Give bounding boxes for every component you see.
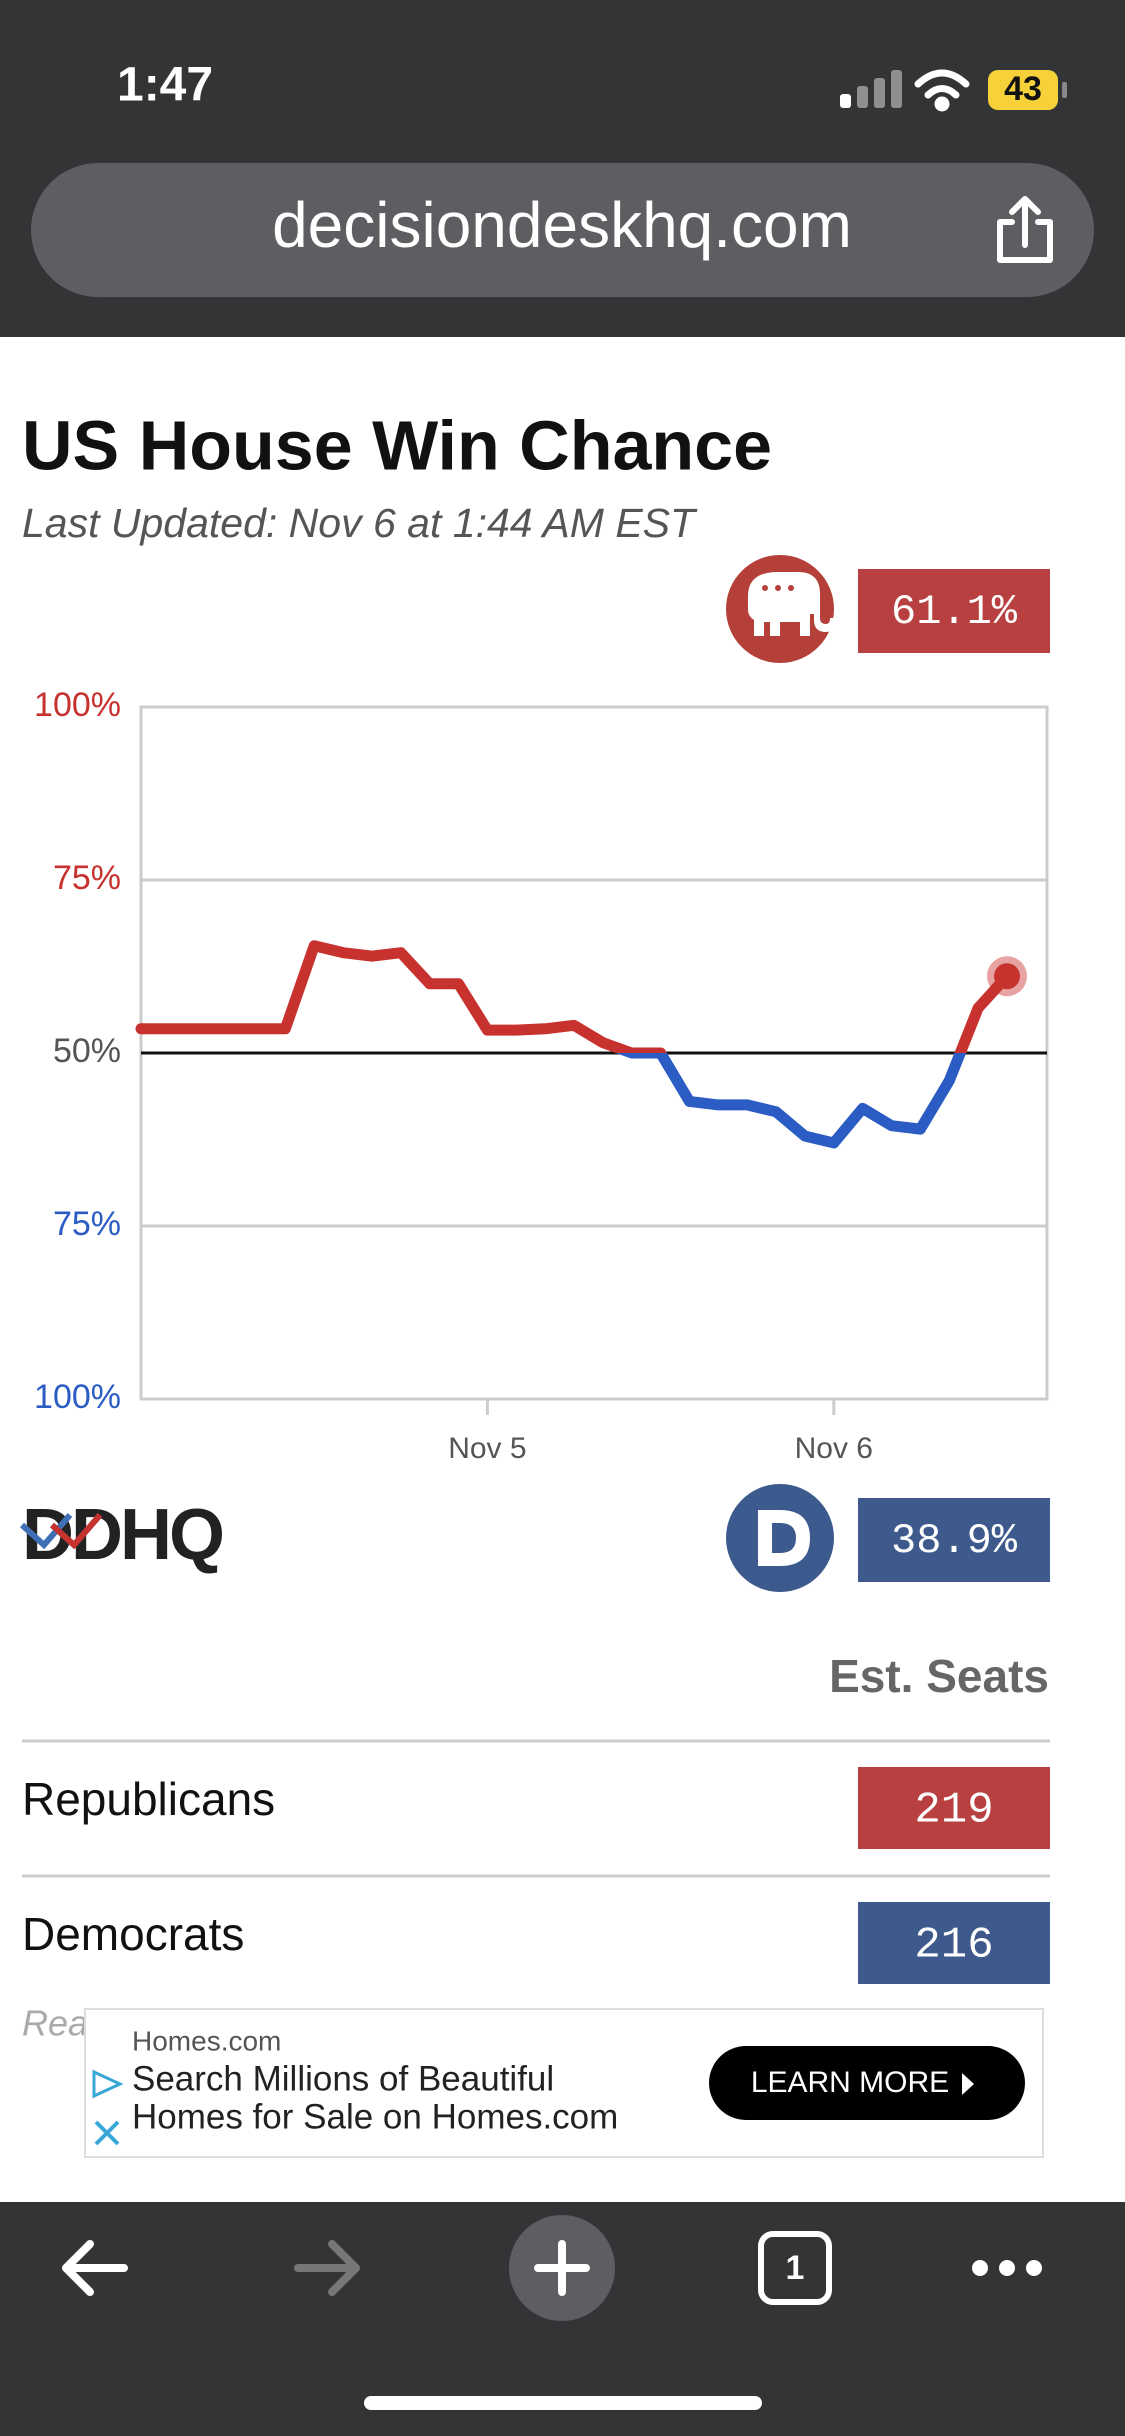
ad-source: Homes.com [132, 2025, 281, 2056]
plus-icon [534, 2240, 590, 2296]
seat-count: 219 [914, 1786, 993, 1836]
d-icon [758, 1510, 810, 1566]
republican-badge [858, 569, 1050, 653]
logo-check-red [49, 1513, 103, 1550]
status-time: 1:47 [117, 59, 213, 112]
democrat-chance: 38.9% [891, 1517, 1018, 1565]
y-tick-label: 100% [34, 1378, 121, 1416]
seat-badge [858, 1767, 1050, 1849]
win-chance-line [135, 940, 1013, 1149]
battery-tip [1062, 82, 1067, 98]
more-button[interactable] [972, 2260, 1042, 2276]
elephant-icon [748, 572, 836, 636]
republican-chance: 61.1% [891, 588, 1018, 636]
home-indicator [364, 2396, 762, 2410]
stars [762, 585, 794, 591]
battery-level: 43 [1004, 70, 1042, 108]
y-tick-label: 75% [53, 859, 121, 897]
seats-header: Est. Seats [829, 1650, 1049, 1702]
ad-text: Search Millions of Beautiful [132, 2059, 554, 2098]
ad-button-label: LEARN MORE [751, 2066, 949, 2099]
ad-button[interactable] [709, 2046, 1025, 2120]
battery [988, 70, 1058, 110]
wifi-icon [914, 69, 970, 112]
share-button[interactable] [997, 196, 1053, 263]
x-tick-label: Nov 6 [795, 1432, 873, 1465]
ad-text: Homes for Sale on Homes.com [132, 2097, 618, 2136]
democrat-logo [726, 1484, 834, 1592]
end-dot [994, 963, 1020, 990]
forward-button[interactable] [294, 2240, 360, 2296]
party-name: Republicans [22, 1773, 275, 1825]
y-tick-label: 75% [53, 1205, 121, 1243]
seat-badge [858, 1902, 1050, 1984]
url: decisiondeskhq.com [272, 189, 852, 261]
back-button[interactable] [62, 2240, 128, 2296]
seat-count: 216 [914, 1921, 993, 1971]
subtitle: Last Updated: Nov 6 at 1:44 AM EST [22, 500, 698, 546]
note-text: Rea [22, 2003, 88, 2044]
party-name: Democrats [22, 1908, 244, 1960]
tab-count: 1 [786, 2249, 805, 2287]
ad-choices-icon[interactable] [92, 2069, 124, 2099]
url-bar[interactable] [31, 163, 1094, 297]
y-tick-label: 100% [34, 686, 121, 724]
page-title: US House Win Chance [22, 406, 772, 484]
y-tick-label: 50% [53, 1032, 121, 1070]
democrat-badge [858, 1498, 1050, 1582]
signal-icon [840, 70, 902, 108]
ad-button-arrow [962, 2073, 974, 2095]
chart: 100% 75% 50% 75% 100% Nov 5 Nov 6 [34, 686, 1049, 1465]
tabs-button[interactable] [758, 2231, 832, 2305]
x-tick-label: Nov 5 [448, 1432, 526, 1465]
ad-close[interactable] [94, 2120, 120, 2146]
